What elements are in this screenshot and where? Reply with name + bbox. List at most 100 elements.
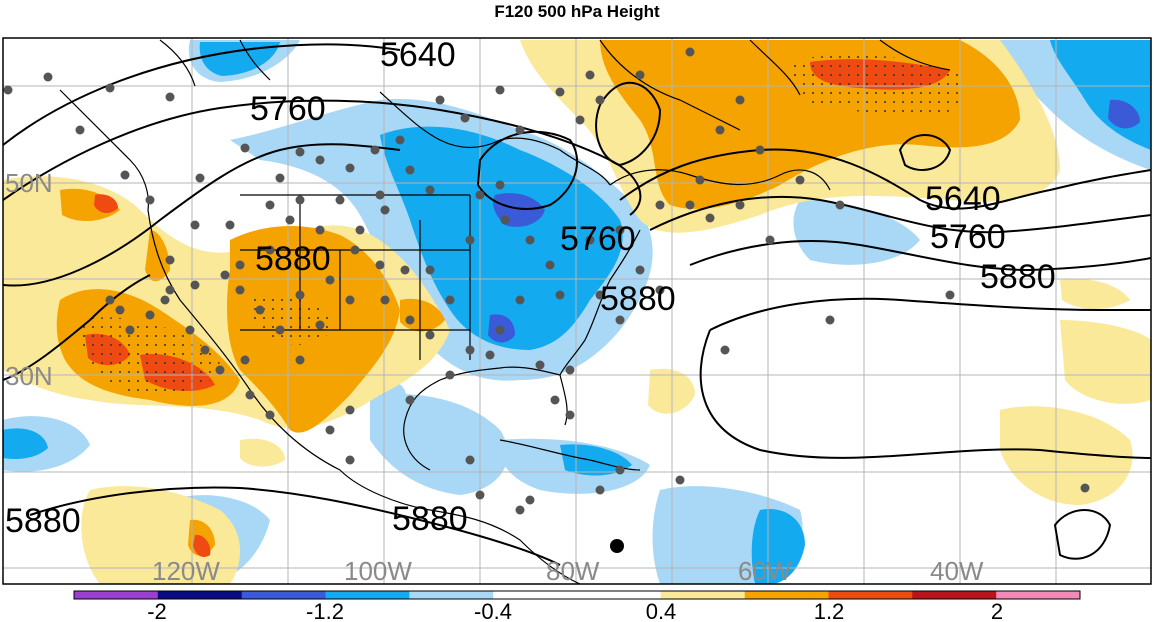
lon-label-60w: 60W	[738, 556, 792, 586]
station-dot	[715, 125, 725, 135]
station-dot	[555, 87, 565, 97]
station-dot	[185, 325, 195, 335]
colorbar-tick-label: 0.4	[646, 599, 677, 622]
station-dot	[285, 215, 295, 225]
station-dot	[380, 205, 390, 215]
station-dot	[720, 345, 730, 355]
station-dot	[295, 195, 305, 205]
station-dot	[465, 345, 475, 355]
colorbar-cell	[241, 591, 326, 599]
lon-label-100w: 100W	[344, 556, 412, 586]
station-dot	[235, 285, 245, 295]
colorbar: -2 -1.2 -0.4 0.4 1.2 2	[73, 590, 1081, 622]
station-dot	[265, 245, 275, 255]
station-dot	[325, 425, 335, 435]
station-dot	[295, 147, 305, 157]
station-dot	[545, 260, 555, 270]
station-dot	[120, 170, 130, 180]
station-dot	[190, 280, 200, 290]
colorbar-tick-label: 2	[991, 599, 1003, 622]
station-dot	[675, 475, 685, 485]
lon-label-40w: 40W	[930, 556, 984, 586]
station-dot	[165, 285, 175, 295]
station-dot	[335, 195, 345, 205]
station-dot	[145, 195, 155, 205]
station-dot	[370, 145, 380, 155]
station-dot	[245, 390, 255, 400]
station-dot	[75, 125, 85, 135]
station-dot	[400, 265, 410, 275]
station-dot	[275, 173, 285, 183]
station-dot	[465, 235, 475, 245]
colorbar-cell	[996, 591, 1081, 599]
station-dot	[425, 265, 435, 275]
station-dot	[525, 235, 535, 245]
station-dot	[225, 220, 235, 230]
station-dot	[380, 295, 390, 305]
contour-label-5640-atlantic: 5640	[925, 180, 1001, 218]
station-dot	[735, 200, 745, 210]
station-dot	[595, 95, 605, 105]
station-dot	[515, 125, 525, 135]
station-dot	[125, 325, 135, 335]
colorbar-cell	[660, 591, 746, 599]
station-dot	[495, 325, 505, 335]
colorbar-cell	[577, 591, 662, 599]
station-dot	[515, 295, 525, 305]
station-dot	[200, 345, 210, 355]
station-dot	[425, 330, 435, 340]
lat-label-30n: 30N	[5, 361, 53, 391]
station-dot	[460, 113, 470, 123]
contour-label-5760-atlantic: 5760	[930, 218, 1006, 256]
station-dot	[295, 290, 305, 300]
station-dot	[405, 395, 415, 405]
significance-stipple	[79, 55, 963, 396]
station-dot	[160, 295, 170, 305]
station-dot	[220, 270, 230, 280]
station-dot	[255, 305, 265, 315]
station-dot	[835, 200, 845, 210]
colorbar-cell	[744, 591, 829, 599]
colorbar-cell	[828, 591, 913, 599]
lon-label-80w: 80W	[546, 556, 600, 586]
height-contours	[3, 43, 1151, 566]
station-dot	[395, 135, 405, 145]
station-dot	[765, 235, 775, 245]
station-dot	[475, 190, 485, 200]
station-dot	[315, 225, 325, 235]
station-dot	[355, 225, 365, 235]
station-dot	[405, 165, 415, 175]
map-title: F120 500 hPa Height	[494, 2, 660, 21]
contour-labels: 5640 5760 5880 5760 5880 5640 5760 5880 …	[5, 38, 1056, 540]
station-dot	[105, 83, 115, 93]
station-dot	[195, 173, 205, 183]
station-dot	[685, 47, 695, 57]
station-dot	[345, 163, 355, 173]
station-dot	[375, 260, 385, 270]
station-dot	[535, 360, 545, 370]
colorbar-tick-label: -0.4	[474, 599, 512, 622]
station-dot	[755, 145, 765, 155]
station-dot	[945, 290, 955, 300]
station-dot	[345, 455, 355, 465]
colorbar-cell	[325, 591, 410, 599]
lat-label-50n: 50N	[5, 168, 53, 198]
station-dot	[485, 350, 495, 360]
station-dot	[695, 175, 705, 185]
contour-label-5880-mexico: 5880	[392, 500, 468, 538]
station-dot	[445, 295, 455, 305]
station-dot	[515, 505, 525, 515]
station-dot	[375, 190, 385, 200]
station-dot	[405, 315, 415, 325]
map-frame	[2, 37, 1152, 585]
station-dot	[425, 185, 435, 195]
station-dot	[655, 285, 665, 295]
station-dot	[585, 235, 595, 245]
colorbar-cell	[74, 591, 159, 599]
colorbar-cell	[493, 591, 578, 599]
station-dot	[575, 115, 585, 125]
station-dot	[595, 485, 605, 495]
colorbar-cell	[157, 591, 243, 599]
station-dot	[215, 365, 225, 375]
